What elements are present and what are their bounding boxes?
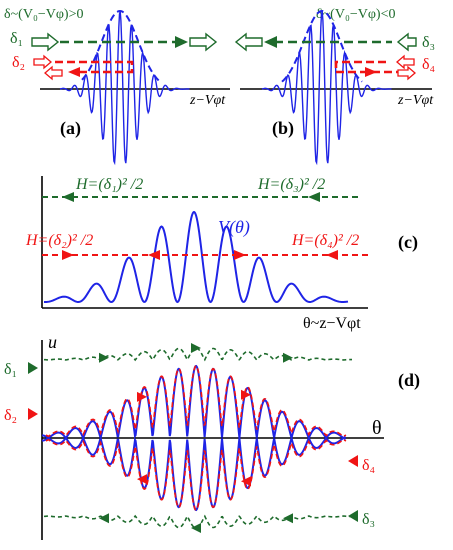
- panel-c-h2-arrowhead-mid: [148, 250, 160, 260]
- panel-a-hollow-arrow-green-right: [189, 32, 218, 52]
- passing-orbit-lower-arrow-2: [283, 513, 293, 524]
- panel-a-condition: δ~(V₀−Vφ)>0: [4, 7, 83, 22]
- passing-orbit-lower-arrow-1: [191, 523, 201, 533]
- panel-d-delta2-marker: [28, 408, 38, 420]
- panel-d-separatrix-upper: [41, 364, 347, 441]
- panel-a-envelope: [81, 9, 161, 83]
- panel-c-h4-arrowhead-mid: [234, 250, 246, 260]
- panel-c: H=(δ₁)² /2 H=(δ₃)² /2 H=(δ₂)² /2 H=(δ₄)²…: [25, 176, 418, 332]
- panel-d-delta4-marker: [348, 455, 358, 467]
- panel-a-hollow-arrow-red-bottom: [44, 65, 63, 81]
- panel-b-delta4-label: δ₄: [422, 56, 436, 73]
- passing-orbit-upper-arrow-0: [99, 352, 109, 363]
- panel-d-separatrix-lower: [41, 435, 347, 512]
- panel-a-delta2-arrowhead: [68, 67, 80, 77]
- trapped-orbit-upper-arrow-0: [137, 391, 147, 402]
- panel-d-delta3-marker: [348, 510, 358, 522]
- panel-b-hollow-arrow-green-left: [234, 32, 263, 52]
- panel-b-condition: δ~(V₀−Vφ)<0: [316, 7, 395, 22]
- panel-b-delta4-arrowhead: [365, 67, 377, 77]
- panel-b-hollow-arrow-green-right: [396, 32, 417, 52]
- panel-c-axis-label: θ~z−Vφt: [303, 315, 361, 332]
- panel-d-delta3-label: δ₃: [362, 511, 375, 528]
- panel-d-y-axis-label: u: [48, 332, 57, 352]
- panel-d-trapped-orbit-lower: [45, 438, 347, 511]
- panel-a-delta2-orbit: [55, 60, 134, 74]
- panel-d-label: (d): [398, 370, 420, 391]
- panel-b-hollow-arrow-red-top: [396, 54, 415, 70]
- panel-b-delta3-arrowhead: [264, 36, 277, 48]
- panel-d-delta2-label: δ₂: [4, 407, 17, 424]
- panel-b-hollow-arrow-red-bottom: [397, 65, 416, 81]
- passing-orbit-upper-arrow-1: [191, 343, 201, 353]
- panel-b-axis-label: z−Vφt: [397, 93, 434, 108]
- passing-orbit-upper-arrow-2: [283, 352, 293, 363]
- panel-a-hollow-arrow-green-left: [31, 32, 60, 52]
- panel-c-h2-arrowhead-left: [62, 250, 74, 260]
- panel-b-label: (b): [272, 118, 294, 139]
- panel-b-delta3-label: δ₃: [422, 34, 435, 51]
- trapped-orbit-upper-arrow-1: [241, 389, 251, 400]
- panel-d-delta1-marker: [28, 362, 38, 374]
- panel-c-h1-arrowhead: [62, 192, 74, 202]
- panel-c-label: (c): [398, 232, 418, 253]
- trapped-orbit-lower-arrow-1: [241, 476, 251, 487]
- panel-a-delta1-arrowhead: [175, 36, 188, 48]
- panel-c-h3-arrowhead: [308, 192, 320, 202]
- panel-d-x-axis-label: θ: [372, 417, 382, 439]
- panel-a-wavepacket: [59, 11, 190, 166]
- trapped-orbit-lower-arrow-0: [137, 474, 147, 485]
- panel-d-delta1-label: δ₁: [4, 361, 17, 378]
- panel-d-delta4-label: δ₄: [362, 457, 376, 474]
- panel-d-trapped-orbit-upper: [45, 365, 347, 438]
- panel-a-axis-label: z−Vφt: [189, 93, 226, 108]
- panel-a-delta2-label: δ₂: [12, 54, 25, 71]
- panel-d: u θ δ₁ δ₂ δ₄ δ₃ (d): [4, 332, 420, 540]
- panel-b: δ~(V₀−Vφ)<0 δ₃ δ₄ z−Vφt (b): [234, 7, 436, 166]
- panel-c-h3-text: H=(δ₃)² /2: [257, 176, 325, 193]
- panel-c-potential-curve: [43, 211, 349, 304]
- panel-d-flow-arrows: [99, 343, 293, 533]
- panel-b-wavepacket: [261, 11, 392, 166]
- panel-c-h4-text: H=(δ₄)² /2: [291, 232, 359, 249]
- panel-b-envelope: [281, 9, 363, 83]
- passing-orbit-lower-arrow-0: [99, 513, 109, 524]
- panel-a-hollow-arrow-red-top: [33, 54, 52, 70]
- panel-c-h2-text: H=(δ₂)² /2: [25, 232, 93, 249]
- panel-c-h1-text: H=(δ₁)² /2: [75, 176, 143, 193]
- panel-a-delta1-label: δ₁: [10, 30, 23, 47]
- panel-a-label: (a): [60, 118, 81, 139]
- panel-a: δ~(V₀−Vφ)>0 δ₁ δ₂ z−Vφt (a): [4, 7, 230, 166]
- panel-c-potential-label: V(θ): [218, 217, 250, 238]
- panel-d-passing-orbit-upper: [43, 347, 352, 362]
- panel-c-h4-arrowhead-right: [326, 250, 338, 260]
